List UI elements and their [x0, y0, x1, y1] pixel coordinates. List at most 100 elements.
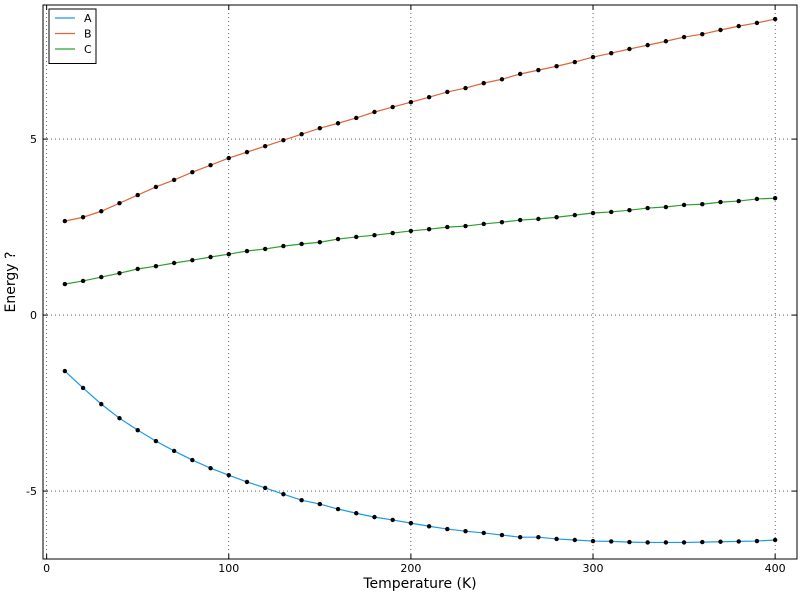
marker [408, 520, 414, 526]
marker [372, 109, 377, 115]
marker [627, 46, 632, 52]
marker [572, 59, 578, 65]
legend-label: B [84, 28, 92, 41]
marker [244, 149, 250, 155]
marker [153, 263, 159, 269]
marker [681, 202, 687, 208]
marker [481, 530, 486, 536]
marker [317, 240, 323, 245]
marker [736, 198, 741, 204]
marker [700, 202, 705, 207]
marker [354, 115, 359, 121]
marker [663, 39, 669, 44]
marker [390, 517, 395, 523]
marker [80, 385, 86, 391]
marker [499, 77, 505, 82]
marker [736, 539, 741, 544]
marker [117, 200, 122, 206]
marker [190, 257, 195, 263]
marker [536, 534, 541, 540]
marker [244, 479, 250, 485]
marker [754, 20, 760, 26]
marker [135, 266, 140, 272]
marker [554, 215, 559, 220]
y-tick-label: -5 [26, 485, 37, 498]
marker [481, 80, 486, 86]
marker [627, 539, 632, 545]
marker [517, 534, 523, 540]
y-axis-label: Energy ? [3, 252, 19, 313]
x-tick-label: 100 [218, 562, 239, 575]
marker [171, 177, 177, 183]
marker [700, 539, 705, 545]
marker [718, 199, 723, 205]
marker [517, 71, 523, 77]
marker [754, 196, 760, 202]
marker [463, 528, 468, 534]
marker [171, 448, 177, 454]
marker [590, 538, 596, 544]
marker [262, 246, 268, 252]
marker [517, 217, 523, 223]
marker [481, 221, 486, 227]
marker [700, 32, 705, 37]
marker [609, 209, 614, 215]
marker [645, 42, 650, 48]
marker [609, 539, 614, 544]
legend-label: C [84, 43, 92, 56]
marker [445, 224, 450, 230]
x-tick-label: 300 [583, 562, 604, 575]
marker [354, 511, 359, 516]
x-tick-label: 0 [43, 562, 50, 575]
marker [718, 27, 723, 33]
marker [226, 473, 231, 478]
series-line [64, 370, 776, 544]
marker [554, 64, 559, 69]
marker [645, 540, 650, 545]
marker [354, 234, 359, 240]
marker [335, 121, 341, 126]
x-axis-label: Temperature (K) [362, 576, 476, 592]
marker [572, 212, 578, 218]
x-tick-label: 200 [400, 562, 421, 575]
marker [736, 23, 741, 29]
marker [772, 537, 778, 543]
marker [335, 236, 341, 242]
y-tick-label: 5 [30, 133, 37, 146]
marker [499, 532, 505, 538]
marker [645, 205, 650, 211]
marker [208, 465, 213, 471]
y-tick-label: 0 [30, 309, 37, 322]
marker [317, 125, 323, 131]
marker [244, 248, 250, 254]
marker [372, 232, 377, 238]
marker [135, 427, 140, 433]
x-tick-label: 400 [765, 562, 786, 575]
marker [99, 209, 104, 214]
marker [627, 207, 632, 213]
marker [390, 104, 395, 110]
marker [536, 67, 541, 73]
marker [772, 196, 778, 201]
marker [208, 254, 213, 260]
marker [62, 368, 68, 374]
marker [135, 192, 140, 198]
marker [171, 260, 177, 266]
marker [590, 54, 596, 60]
marker [117, 271, 122, 276]
marker [372, 514, 377, 520]
marker [226, 251, 231, 257]
marker [80, 215, 86, 220]
marker [754, 538, 760, 544]
marker [663, 204, 669, 210]
legend: ABC [48, 8, 97, 64]
marker [554, 536, 559, 542]
marker [262, 485, 268, 491]
marker [190, 169, 195, 175]
marker [390, 230, 395, 236]
marker [463, 223, 468, 229]
marker [681, 34, 687, 40]
marker [663, 540, 669, 545]
marker [536, 216, 541, 222]
